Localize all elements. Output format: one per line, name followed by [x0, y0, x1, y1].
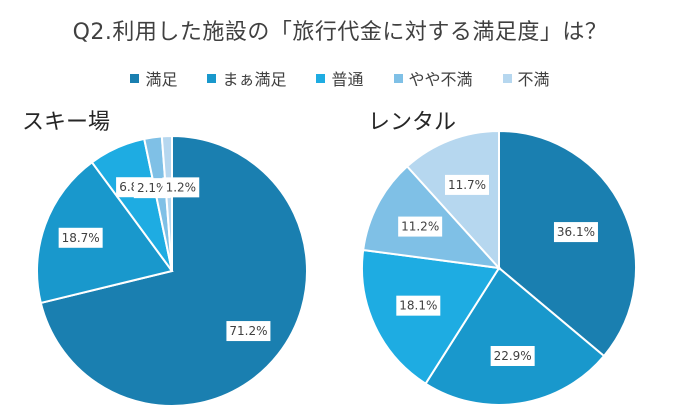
data-label-rental-4: 11.7%: [445, 174, 490, 195]
legend-swatch: [130, 73, 140, 83]
data-label-box: [133, 178, 171, 199]
legend-label: やや不満: [408, 70, 473, 89]
data-label-box: [398, 216, 443, 237]
data-label-box: [490, 345, 535, 366]
data-label-ski-1: 18.7%: [58, 227, 103, 248]
legend: 満足 まぁ満足 普通 やや不満 不満: [0, 66, 680, 90]
legend-item-somewhat-dissatisfied: やや不満: [393, 66, 473, 90]
pie-slice-rental-1: [424, 266, 606, 406]
data-label-text: 18.7%: [62, 231, 100, 245]
data-label-rental-2: 18.1%: [396, 295, 441, 316]
data-label-text: 36.1%: [557, 225, 595, 239]
legend-swatch: [502, 73, 512, 83]
legend-label: まぁ満足: [222, 70, 287, 89]
data-label-text: 11.7%: [448, 178, 486, 192]
data-label-ski-4: 1.2%: [162, 177, 200, 198]
legend-item-neutral: 普通: [316, 66, 364, 90]
data-label-box: [445, 174, 490, 195]
legend-item-satisfied: 満足: [130, 66, 177, 90]
data-label-box: [226, 321, 271, 342]
data-label-text: 1.2%: [166, 180, 197, 194]
pie-slice-ski-1: [36, 160, 174, 305]
data-label-box: [396, 295, 441, 316]
pie-slice-rental-4: [405, 129, 500, 271]
data-label-rental-1: 22.9%: [490, 345, 535, 366]
data-label-text: 18.1%: [399, 299, 437, 313]
data-label-box: [162, 177, 200, 198]
pie-slice-rental-0: [498, 129, 637, 358]
data-label-box: [58, 227, 103, 248]
legend-swatch: [316, 73, 326, 83]
data-label-box: [553, 222, 598, 243]
data-label-text: 11.2%: [401, 220, 439, 234]
legend-swatch: [207, 73, 217, 83]
pie-slice-ski-4: [160, 134, 173, 272]
data-label-text: 2.1%: [137, 181, 168, 195]
data-label-rental-0: 36.1%: [553, 222, 598, 243]
chart-title-rental: レンタル: [368, 110, 457, 135]
page-title: Q2.利用した施設の「旅行代金に対する満足度」は？: [72, 20, 608, 45]
pie-slice-rental-2: [361, 248, 501, 386]
data-label-ski-3: 2.1%: [133, 178, 171, 199]
data-label-text: 71.2%: [229, 324, 267, 338]
legend-label: 普通: [331, 70, 364, 89]
data-label-text: 22.9%: [494, 349, 532, 363]
chart-title-ski: スキー場: [22, 110, 111, 135]
legend-swatch: [393, 73, 403, 83]
legend-item-dissatisfied: 不満: [502, 66, 550, 90]
data-label-rental-3: 11.2%: [398, 216, 443, 237]
legend-label: 不満: [517, 70, 550, 89]
legend-label: 満足: [145, 70, 178, 89]
data-label-ski-0: 71.2%: [226, 321, 271, 342]
legend-item-somewhat-satisfied: まぁ満足: [207, 66, 286, 90]
